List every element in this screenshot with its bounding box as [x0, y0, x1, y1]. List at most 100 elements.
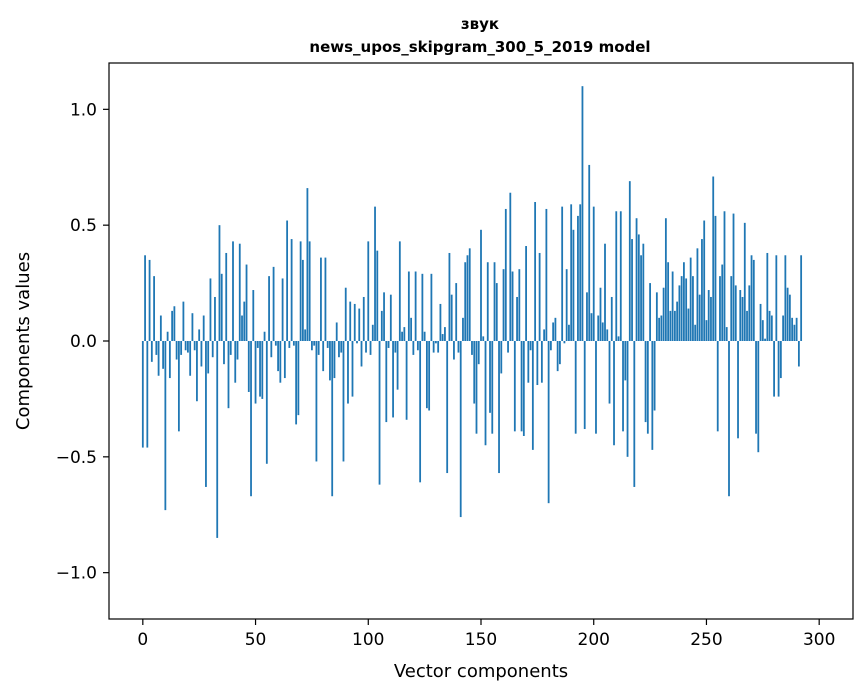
bar-151 — [482, 336, 485, 341]
bar-230 — [660, 315, 663, 341]
x-axis: 0 50 100 150 200 250 300 — [137, 619, 835, 650]
bar-134 — [444, 327, 446, 341]
bar-265 — [739, 290, 742, 341]
bar-179 — [545, 208, 548, 341]
bar-250 — [705, 320, 708, 341]
bar-107 — [383, 292, 385, 341]
bar-118 — [407, 271, 410, 341]
bar-156 — [493, 262, 496, 341]
bar-106 — [380, 310, 383, 341]
bar-270 — [750, 255, 753, 341]
bar-94 — [353, 303, 356, 341]
bar-176 — [538, 252, 541, 341]
bar-221 — [640, 255, 642, 341]
bar-288 — [791, 317, 794, 341]
x-axis-label: Vector components — [394, 661, 568, 682]
bar-40 — [232, 241, 234, 341]
bar-248 — [701, 239, 703, 341]
bar-30 — [209, 278, 212, 341]
x-tick-label: 300 — [803, 630, 835, 650]
bar-79 — [320, 257, 322, 341]
bar-91 — [347, 341, 349, 404]
bar-26 — [200, 341, 203, 367]
bar-263 — [734, 285, 737, 341]
bar-239 — [680, 276, 683, 341]
bar-271 — [752, 259, 755, 341]
bar-41 — [234, 341, 237, 383]
bar-168 — [520, 341, 523, 432]
bar-197 — [586, 292, 588, 341]
bar-154 — [489, 341, 491, 413]
bar-191 — [572, 229, 575, 341]
bar-213 — [622, 341, 624, 432]
bar-59 — [274, 341, 277, 346]
bar-93 — [351, 341, 354, 397]
bar-31 — [211, 341, 214, 358]
bar-44 — [241, 315, 243, 341]
x-tick-label: 100 — [352, 630, 384, 650]
bar-52 — [259, 341, 261, 397]
bar-73 — [306, 188, 309, 341]
bar-50 — [254, 341, 257, 404]
bar-262 — [732, 213, 735, 341]
bar-279 — [770, 315, 773, 341]
bar-49 — [252, 290, 255, 341]
y-tick-label: 0.5 — [70, 216, 97, 236]
bar-254 — [714, 215, 717, 341]
bar-219 — [635, 218, 638, 341]
bar-42 — [236, 341, 239, 360]
bar-201 — [595, 341, 597, 434]
bar-159 — [500, 341, 503, 374]
bar-189 — [568, 324, 570, 341]
bar-258 — [723, 211, 726, 341]
bar-186 — [561, 206, 564, 341]
bar-97 — [360, 341, 363, 367]
bar-234 — [669, 310, 672, 341]
bar-259 — [725, 327, 728, 341]
x-tick-label: 50 — [245, 630, 267, 650]
bar-187 — [563, 341, 566, 344]
bar-119 — [410, 317, 413, 341]
x-tick-label: 250 — [690, 630, 722, 650]
bar-17 — [180, 341, 183, 355]
bar-206 — [606, 329, 609, 341]
bar-222 — [642, 243, 645, 341]
bar-268 — [746, 310, 748, 341]
bar-115 — [401, 331, 403, 341]
bar-95 — [356, 341, 358, 344]
bar-290 — [795, 317, 798, 341]
bar-164 — [511, 271, 514, 341]
bar-78 — [317, 341, 320, 355]
bar-128 — [430, 273, 433, 341]
bar-98 — [362, 296, 365, 341]
bar-286 — [786, 287, 789, 341]
bar-77 — [315, 341, 318, 462]
bar-241 — [685, 278, 688, 341]
bar-1 — [144, 255, 146, 341]
bar-14 — [173, 306, 176, 341]
bar-158 — [498, 341, 500, 474]
bar-4 — [150, 341, 153, 362]
bar-274 — [759, 303, 762, 341]
bar-92 — [349, 301, 352, 341]
bar-39 — [229, 341, 232, 355]
bar-216 — [628, 181, 631, 341]
bar-3 — [148, 259, 151, 341]
bar-194 — [579, 204, 582, 341]
bar-229 — [658, 317, 661, 341]
bar-51 — [256, 341, 259, 348]
bar-198 — [588, 164, 591, 341]
bar-200 — [592, 206, 595, 341]
bar-242 — [687, 308, 690, 341]
bar-145 — [468, 248, 471, 341]
bar-58 — [272, 266, 275, 341]
bar-150 — [480, 229, 482, 341]
bar-9 — [162, 341, 165, 369]
bar-124 — [421, 273, 424, 341]
bars-group — [141, 86, 803, 538]
bar-20 — [187, 341, 189, 353]
bar-135 — [446, 341, 449, 474]
bar-193 — [577, 215, 579, 341]
bar-223 — [644, 341, 647, 423]
